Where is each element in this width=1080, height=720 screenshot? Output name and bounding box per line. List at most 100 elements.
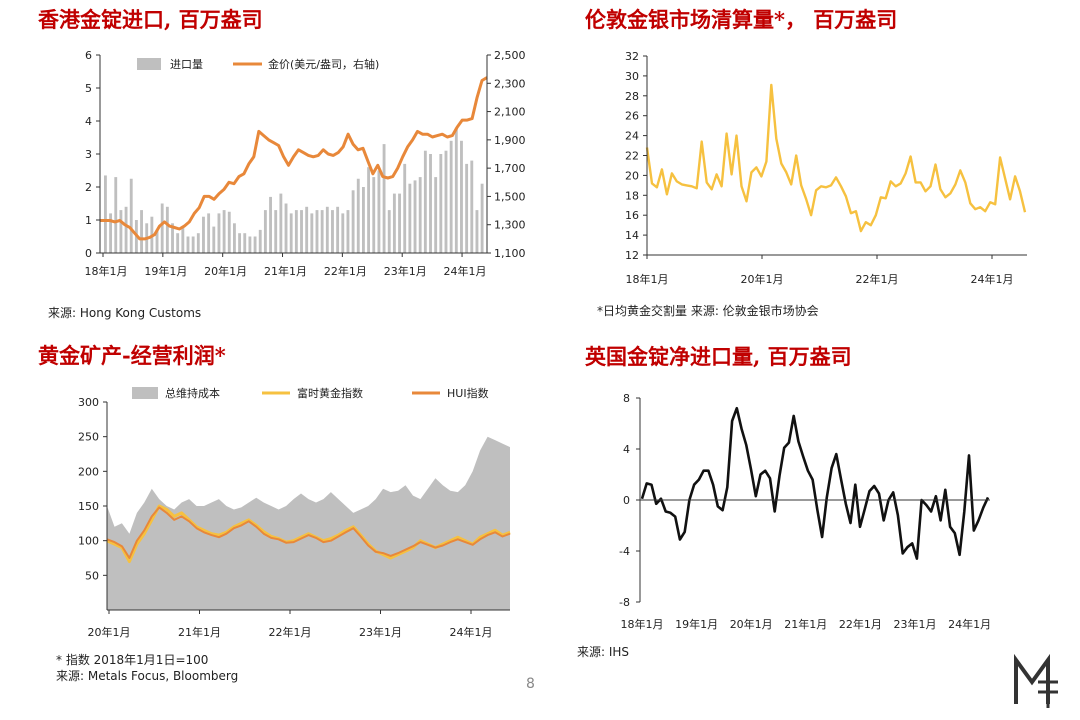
chart2-ytick-label: 24	[625, 130, 639, 143]
chart1-bar	[129, 178, 133, 253]
chart1-bar	[186, 236, 190, 253]
chart1-xtick-label: 19年1月	[144, 264, 187, 278]
chart1-bar	[109, 213, 113, 253]
chart1-y2tick-label: 2,500	[494, 49, 526, 62]
chart1-bar	[475, 210, 479, 253]
chart3-legend-aisc-label: 总维持成本	[165, 386, 220, 400]
chart4-xtick-label: 19年1月	[675, 617, 718, 631]
chart2-ytick-label: 28	[625, 90, 639, 103]
chart1-bar	[320, 210, 324, 253]
chart1-ytick-label: 3	[85, 148, 92, 161]
chart1-y2tick-label: 1,300	[494, 219, 526, 232]
chart1-bar	[408, 183, 412, 253]
chart1-bar	[367, 167, 371, 253]
chart2-title: 伦敦金银市场清算量*， 百万盎司	[585, 7, 898, 32]
chart1-bar	[238, 233, 242, 253]
chart1-bar	[155, 229, 159, 253]
chart1-bar	[294, 210, 298, 253]
chart1-ytick-label: 0	[85, 247, 92, 260]
chart4-xtick-label: 24年1月	[948, 617, 991, 631]
chart1-bar	[300, 210, 303, 253]
chart1-bar	[217, 213, 221, 253]
chart1-bar	[269, 196, 272, 253]
chart1-bar	[191, 236, 195, 253]
chart1-bar	[222, 210, 226, 253]
chart1-bar	[480, 183, 484, 253]
chart1-bar	[202, 216, 205, 253]
chart1-bar	[284, 203, 288, 253]
chart1-bar	[429, 154, 432, 253]
chart3-ytick-label: 200	[78, 465, 99, 478]
chart1-bar	[258, 229, 262, 253]
chart1-ytick-label: 4	[85, 115, 92, 128]
chart1-xtick-label: 23年1月	[384, 264, 427, 278]
chart3-hui-line	[106, 506, 511, 559]
chart1-bar	[124, 206, 128, 253]
chart1-bar	[377, 170, 381, 253]
chart3-legend-ftse-label: 富时黄金指数	[297, 386, 363, 400]
chart1-bar	[362, 187, 365, 253]
chart1-xtick-label: 21年1月	[264, 264, 307, 278]
chart1-bar	[418, 177, 422, 253]
chart4-xtick-label: 21年1月	[784, 617, 827, 631]
chart4-xtick-label: 18年1月	[621, 617, 664, 631]
chart2-ytick-label: 22	[625, 150, 639, 163]
chart1-bar	[336, 206, 340, 253]
chart4-ytick-label: 4	[623, 443, 630, 456]
chart4-source: 来源: IHS	[577, 645, 630, 659]
chart1-bar	[444, 150, 448, 253]
chart3-ytick-label: 100	[78, 535, 99, 548]
chart1-bar	[341, 213, 345, 253]
chart1-ytick-label: 1	[85, 214, 92, 227]
chart1-xtick-label: 20年1月	[204, 264, 247, 278]
chart1-bar	[351, 190, 355, 253]
chart1-bar	[171, 223, 174, 253]
chart1-bar	[315, 210, 319, 253]
chart4-xtick-label: 22年1月	[839, 617, 882, 631]
chart2-ytick-label: 12	[625, 249, 639, 262]
chart2-ytick-label: 20	[625, 169, 639, 182]
chart1-bar	[398, 193, 401, 253]
chart1-bar	[140, 210, 143, 253]
chart1-bar	[248, 236, 252, 253]
chart1-ytick-label: 5	[85, 82, 92, 95]
chart2-source: *日均黄金交割量 来源: 伦敦金银市场协会	[597, 304, 819, 318]
chart1-bar	[227, 211, 231, 253]
chart1-bar	[176, 233, 180, 253]
chart1-bar	[372, 177, 376, 253]
chart2-xtick-label: 18年1月	[626, 272, 669, 286]
chart3-title: 黄金矿产-经营利润*	[38, 343, 226, 368]
chart1-xtick-label: 24年1月	[444, 264, 487, 278]
chart3-ftse-line	[106, 504, 511, 563]
chart3-ytick-label: 300	[78, 396, 99, 409]
chart3-ytick-label: 150	[78, 500, 99, 513]
chart1-bar	[434, 177, 438, 253]
chart3-xtick-label: 24年1月	[450, 625, 493, 639]
brand-logo-icon	[1014, 653, 1058, 708]
chart1-bar	[305, 206, 309, 253]
chart1-bar	[465, 163, 469, 253]
chart1-bar	[160, 203, 164, 253]
page-number: 8	[526, 676, 535, 692]
chart1-bar	[454, 127, 458, 253]
chart2-xtick-label: 22年1月	[856, 272, 899, 286]
chart1-bar	[423, 150, 427, 253]
chart2-ytick-label: 16	[625, 209, 639, 222]
chart2-ytick-label: 30	[625, 70, 639, 83]
chart3-xtick-label: 20年1月	[88, 625, 131, 639]
chart2-series-line	[645, 83, 1027, 233]
chart3-xtick-label: 21年1月	[178, 625, 221, 639]
chart1-bar	[243, 233, 247, 253]
chart2-xtick-label: 20年1月	[741, 272, 784, 286]
chart3-xtick-label: 22年1月	[269, 625, 312, 639]
chart3-ytick-label: 250	[78, 431, 99, 444]
chart3-xtick-label: 23年1月	[359, 625, 402, 639]
chart1-bar	[439, 154, 443, 253]
chart1-bar	[165, 206, 169, 253]
chart1-legend: 进口量 金价(美元/盎司，右轴)	[137, 57, 379, 71]
chart1-bar	[413, 180, 417, 253]
chart1-source: 来源: Hong Kong Customs	[48, 306, 202, 320]
chart1-bar	[263, 210, 267, 253]
chart1-y2tick-label: 1,500	[494, 190, 526, 203]
